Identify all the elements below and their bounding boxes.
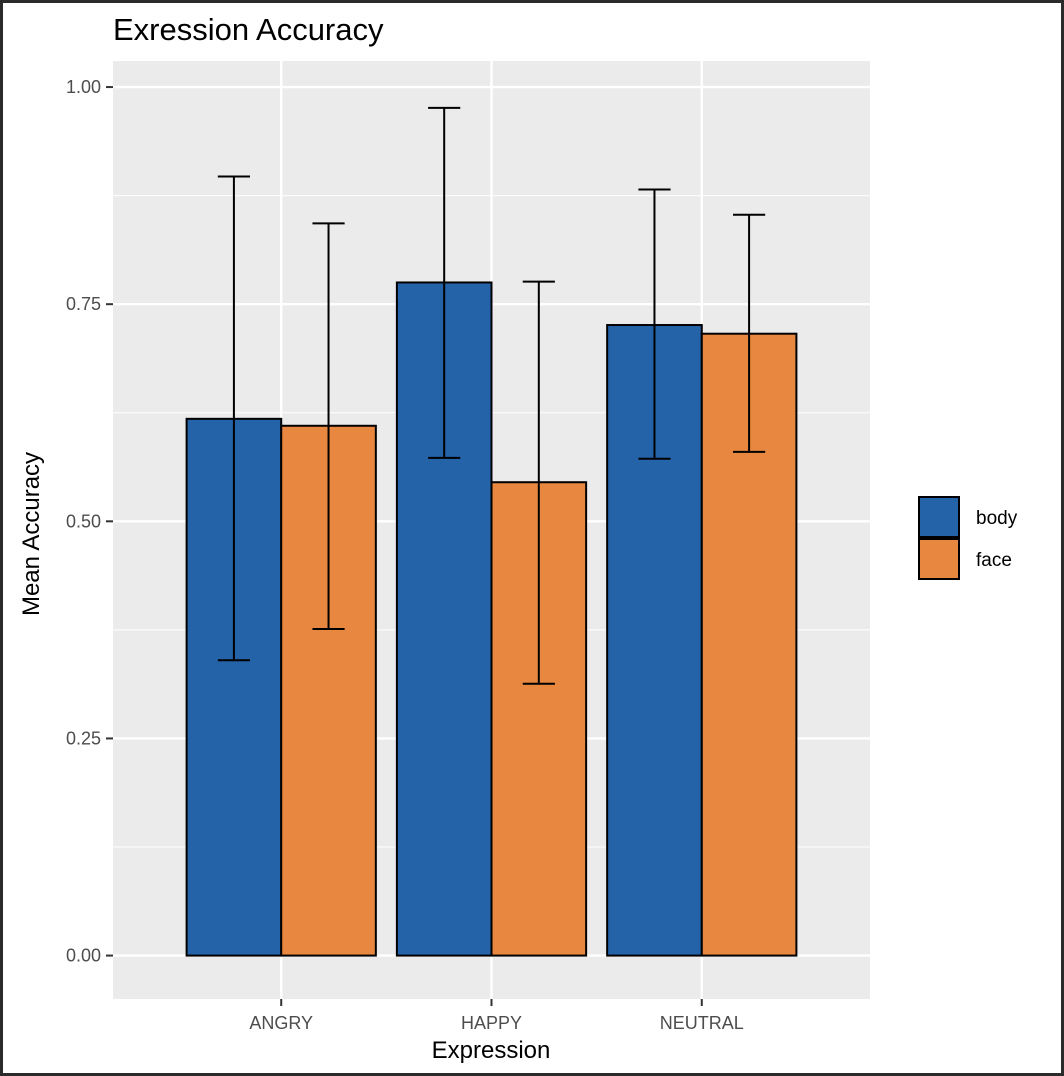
x-tick-label: ANGRY	[249, 1013, 313, 1033]
y-axis: 0.00 0.25 0.50 0.75 1.00	[66, 77, 113, 966]
legend-label-body: body	[976, 508, 1018, 529]
error-bar-body-happy	[428, 106, 461, 459]
legend-swatch-face	[918, 538, 960, 580]
error-bars	[217, 106, 766, 685]
error-bar-face-happy	[522, 280, 555, 685]
legend-item-body: body	[918, 496, 1018, 538]
y-tick-label: 1.00	[66, 77, 101, 97]
y-tick-label: 0.50	[66, 511, 101, 531]
bar-chart: Exression Accuracy 0.000.250.500.751.00 …	[18, 12, 1018, 1064]
y-axis-title: Mean Accuracy	[18, 452, 45, 616]
chart-figure: Exression Accuracy 0.00 0.25 0.50 0.75 1.00 …	[3, 3, 1061, 1073]
legend-item-face: face	[918, 538, 1012, 580]
x-tick-label: NEUTRAL	[660, 1013, 744, 1033]
y-tick-label: 0.00	[66, 946, 101, 966]
legend-swatch-body	[918, 496, 960, 538]
x-axis: ANGRY HAPPY NEUTRAL	[249, 999, 744, 1033]
error-bar-body-neutral	[638, 188, 671, 460]
x-tick-label: HAPPY	[461, 1013, 522, 1033]
x-axis-title: Expression	[432, 1037, 551, 1064]
error-bar-face-angry	[312, 222, 345, 631]
legend: body face	[918, 496, 1018, 580]
y-tick-label: 0.75	[66, 294, 101, 314]
chart-title: Exression Accuracy	[113, 12, 384, 47]
error-bar-face-neutral	[733, 213, 766, 453]
legend-label-face: face	[976, 550, 1012, 571]
error-bar-body-angry	[217, 175, 250, 662]
y-tick-label: 0.25	[66, 728, 101, 748]
